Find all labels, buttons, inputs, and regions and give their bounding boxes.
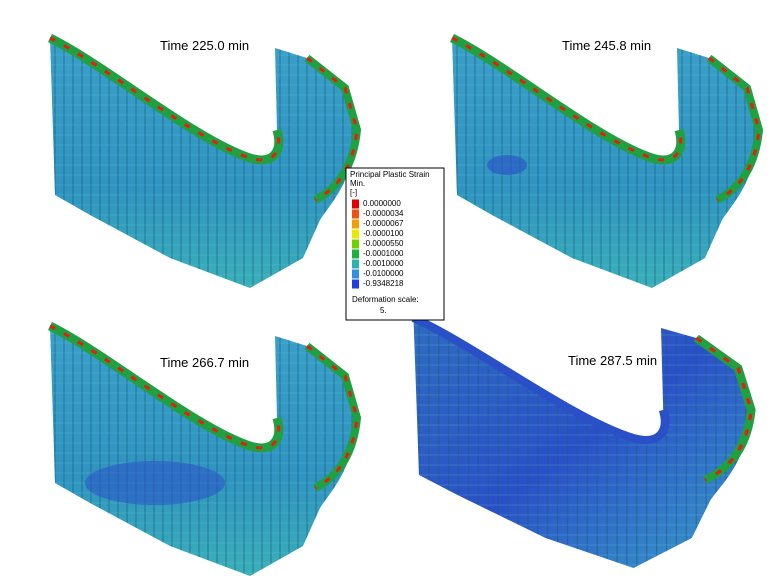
- legend-swatch: [352, 209, 359, 219]
- legend-unit: [-]: [350, 188, 357, 197]
- legend-swatch: [352, 279, 359, 289]
- legend: Principal Plastic Strain Min. [-] Deform…: [345, 167, 445, 321]
- legend-swatch: [352, 269, 359, 279]
- legend-swatch: [352, 259, 359, 269]
- time-label: Time 225.0 min: [160, 38, 249, 53]
- legend-swatch: [352, 249, 359, 259]
- legend-title: Principal Plastic Strain: [350, 170, 430, 179]
- legend-box: [345, 167, 445, 321]
- time-label: Time 266.7 min: [160, 355, 249, 370]
- legend-label: -0.0000100: [363, 229, 404, 238]
- legend-label: -0.0100000: [363, 269, 404, 278]
- legend-label: -0.9348218: [363, 279, 404, 288]
- model-view: [50, 326, 357, 576]
- legend-label: -0.0000034: [363, 209, 404, 218]
- model-view: [452, 38, 759, 288]
- legend-label: -0.0000550: [363, 239, 404, 248]
- legend-label: 0.0000000: [363, 199, 401, 208]
- legend-swatch: [352, 199, 359, 209]
- legend-swatch: [352, 239, 359, 249]
- legend-label: -0.0001000: [363, 249, 404, 258]
- time-label: Time 245.8 min: [562, 38, 651, 53]
- deformation-label: Deformation scale:: [352, 295, 419, 304]
- deformation-value: 5.: [380, 306, 387, 315]
- model-view: [50, 38, 357, 288]
- legend-swatch: [352, 229, 359, 239]
- legend-swatch: [352, 219, 359, 229]
- legend-label: -0.0010000: [363, 259, 404, 268]
- legend-subtitle: Min.: [350, 179, 365, 188]
- time-label: Time 287.5 min: [568, 353, 657, 368]
- legend-label: -0.0000067: [363, 219, 404, 228]
